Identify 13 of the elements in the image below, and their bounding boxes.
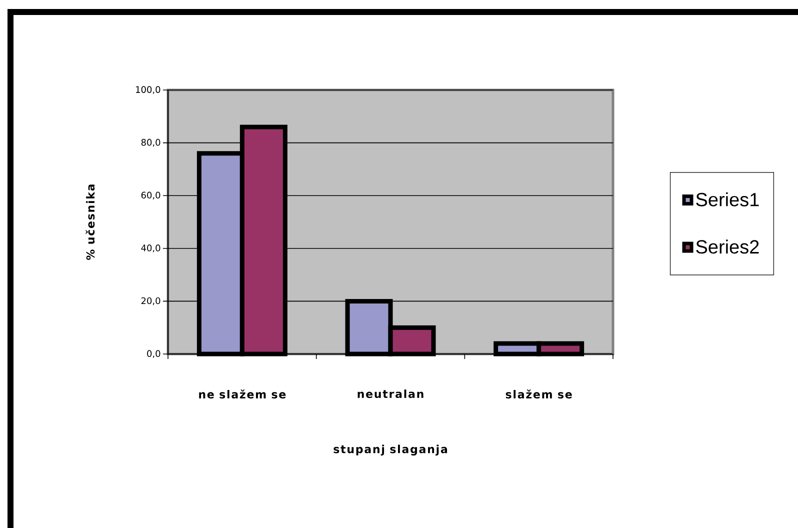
x-tick-label: ne slažem se	[199, 390, 286, 398]
x-tick-label: neutralan	[358, 390, 424, 398]
y-tick-label: 100,0	[136, 86, 160, 94]
legend-label: Series1	[696, 192, 759, 206]
x-axis-title: stupanj slaganja	[334, 444, 448, 456]
y-tick-label: 0,0	[147, 350, 160, 358]
y-tick-label: 60,0	[141, 192, 160, 200]
y-tick-label: 40,0	[141, 244, 160, 252]
legend-label: Series2	[696, 240, 759, 254]
y-tick-label: 20,0	[141, 297, 160, 306]
y-axis-title: % učesnika	[86, 184, 95, 260]
x-tick-label: slažem se	[506, 390, 572, 398]
y-tick-label: 80,0	[141, 138, 160, 147]
